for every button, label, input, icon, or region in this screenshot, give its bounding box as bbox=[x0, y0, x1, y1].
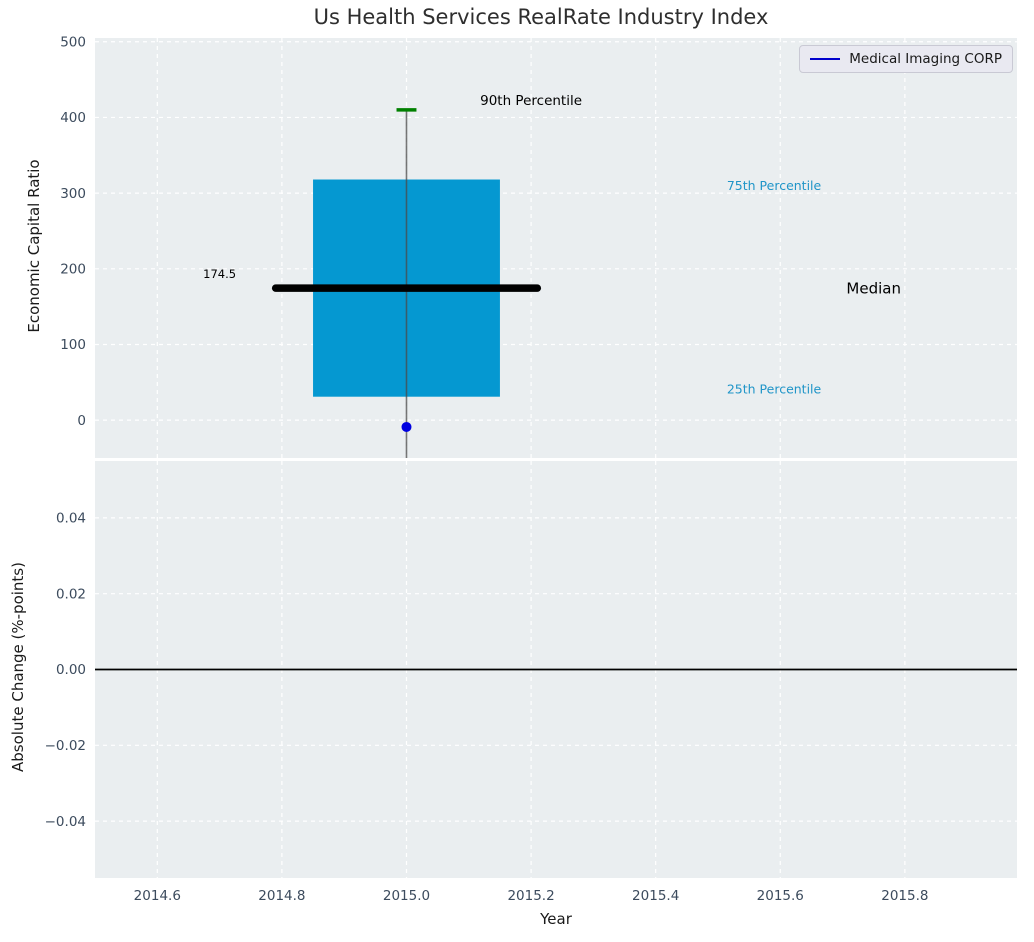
y-axis-label-top: Economic Capital Ratio bbox=[25, 159, 43, 333]
y-tick-label: 400 bbox=[60, 110, 86, 126]
y-tick-label: 0.02 bbox=[56, 586, 86, 602]
x-tick-label: 2015.4 bbox=[632, 888, 679, 904]
legend: Medical Imaging CORP bbox=[799, 45, 1013, 73]
data-point-medical-imaging-corp bbox=[401, 421, 412, 432]
y-tick-label: 500 bbox=[60, 35, 86, 51]
x-tick-label: 2015.0 bbox=[383, 888, 430, 904]
x-tick-label: 2015.6 bbox=[757, 888, 804, 904]
annotation-median: Median bbox=[846, 280, 901, 298]
x-tick-label: 2014.8 bbox=[258, 888, 305, 904]
y-tick-label: −0.02 bbox=[45, 738, 86, 754]
annotation-25th-percentile: 25th Percentile bbox=[727, 382, 822, 397]
y-tick-label: 100 bbox=[60, 337, 86, 353]
x-tick-label: 2014.6 bbox=[134, 888, 181, 904]
y-axis-label-bottom: Absolute Change (%-points) bbox=[9, 562, 27, 772]
legend-line-swatch bbox=[810, 58, 841, 60]
chart-title: Us Health Services RealRate Industry Ind… bbox=[313, 5, 769, 29]
y-tick-label: 200 bbox=[60, 262, 86, 278]
legend-label: Medical Imaging CORP bbox=[849, 51, 1002, 67]
x-tick-label: 2015.8 bbox=[881, 888, 928, 904]
annotation-174-5: 174.5 bbox=[203, 267, 236, 281]
x-axis-label: Year bbox=[540, 910, 572, 928]
annotation-75th-percentile: 75th Percentile bbox=[727, 178, 822, 193]
annotation-90th-percentile: 90th Percentile bbox=[480, 93, 582, 109]
x-tick-label: 2015.2 bbox=[507, 888, 554, 904]
y-tick-label: −0.04 bbox=[45, 814, 86, 830]
y-tick-label: 0 bbox=[77, 413, 86, 429]
plot-area-top bbox=[95, 38, 1017, 458]
y-tick-label: 300 bbox=[60, 186, 86, 202]
y-tick-label: 0.00 bbox=[56, 662, 86, 678]
y-tick-label: 0.04 bbox=[56, 511, 86, 527]
